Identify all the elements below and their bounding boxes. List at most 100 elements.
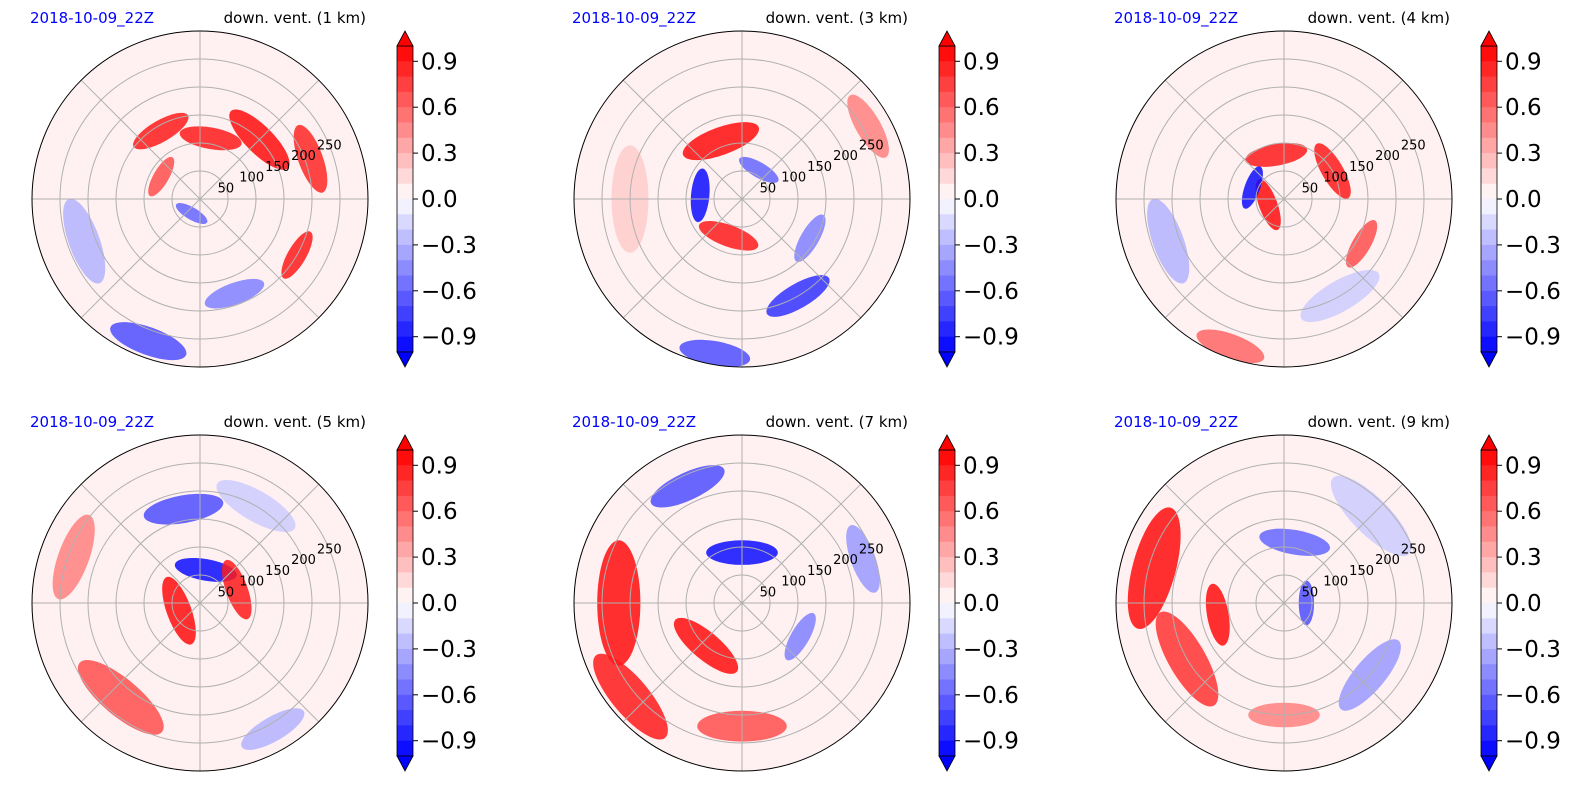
colorbar-segment	[1481, 321, 1497, 338]
colorbar-segment	[939, 511, 955, 527]
colorbar-segment	[397, 153, 413, 169]
colorbar-segment	[939, 465, 955, 481]
colorbar-segment	[939, 618, 955, 634]
angular-grid-line	[199, 198, 320, 319]
colorbar-segment	[1481, 633, 1497, 650]
colorbar-tick-label: −0.6	[963, 683, 1019, 709]
panel-title: down. vent. (5 km)	[224, 413, 366, 431]
angular-grid-line	[1283, 198, 1404, 319]
colorbar-segment	[1481, 541, 1497, 558]
colorbar-segment	[1481, 76, 1497, 93]
colorbar-tick-label: 0.3	[421, 141, 458, 167]
angular-grid-line	[622, 198, 743, 319]
colorbar-segment	[397, 648, 413, 665]
colorbar-tick-label: 0.9	[421, 49, 458, 75]
data-feature	[1345, 220, 1378, 268]
colorbar-segment	[397, 725, 413, 742]
data-feature	[1245, 142, 1308, 167]
colorbar-segment	[397, 229, 413, 246]
colorbar-segment	[397, 495, 413, 512]
colorbar-extend-bottom	[938, 351, 956, 368]
polar-panel-2: 2018-10-09_22Z down. vent. (3 km) 50 100150…	[572, 9, 1019, 368]
colorbar-segment	[939, 275, 955, 292]
data-feature	[1196, 329, 1265, 364]
colorbar-tick-label: −0.3	[963, 637, 1019, 663]
colorbar-segment	[939, 557, 955, 573]
colorbar-segment	[397, 710, 413, 726]
colorbar-segment	[939, 76, 955, 93]
colorbar-extend-top	[938, 434, 956, 451]
data-feature	[698, 221, 759, 251]
colorbar-segment	[939, 740, 955, 757]
colorbar-extend-bottom	[396, 755, 414, 772]
colorbar-segment	[1481, 61, 1497, 77]
colorbar-segment	[1481, 603, 1497, 619]
colorbar-segment	[1481, 260, 1497, 276]
colorbar-segment	[939, 306, 955, 322]
angular-grid-line	[1164, 79, 1285, 200]
colorbar-extend-top	[1480, 434, 1498, 451]
data-feature	[204, 278, 265, 309]
radial-tick-label: 150	[265, 160, 290, 175]
colorbar-segment	[939, 633, 955, 650]
colorbar-tick-label: 0.9	[1505, 49, 1542, 75]
data-feature	[1205, 583, 1230, 646]
colorbar-tick-label: 0.3	[963, 141, 1000, 167]
colorbar-segment	[397, 244, 413, 261]
data-feature	[77, 660, 164, 735]
colorbar-segment	[1481, 229, 1497, 246]
colorbar-tick-label: 0.3	[1505, 141, 1542, 167]
radial-tick-label: 200	[291, 553, 316, 568]
colorbar-segment	[1481, 46, 1497, 62]
angular-grid-line	[199, 602, 320, 723]
colorbar-extend-top	[396, 30, 414, 47]
angular-grid-line	[80, 79, 201, 200]
colorbar: 0.9 0.6 0.3 0.0 −0.3 −0.6 −0.9	[1480, 434, 1561, 772]
data-feature	[110, 322, 187, 361]
angular-grid-line	[199, 483, 320, 604]
angular-grid-line	[1283, 79, 1404, 200]
colorbar-segment	[1481, 183, 1497, 200]
colorbar-extend-top	[396, 434, 414, 451]
colorbar-tick-label: 0.0	[1505, 187, 1542, 213]
colorbar-tick-label: −0.3	[421, 233, 477, 259]
colorbar-segment	[939, 679, 955, 696]
angular-grid-line	[80, 198, 201, 319]
colorbar-tick-label: 0.0	[421, 187, 458, 213]
colorbar-segment	[1481, 450, 1497, 466]
radial-tick-label: 250	[859, 138, 884, 153]
data-feature	[794, 214, 826, 262]
colorbar-segment	[939, 336, 955, 353]
colorbar-segment	[1481, 153, 1497, 169]
colorbar-tick-label: 0.0	[1505, 591, 1542, 617]
colorbar-segment	[1481, 710, 1497, 726]
radial-tick-label: 150	[265, 564, 290, 579]
polar-frame	[573, 434, 911, 772]
colorbar-segment	[397, 572, 413, 589]
colorbar-tick-label: 0.6	[1505, 95, 1542, 121]
radial-tick-label: 200	[1375, 149, 1400, 164]
colorbar-segment	[1481, 648, 1497, 665]
data-feature	[784, 612, 816, 661]
colorbar-segment	[1481, 465, 1497, 481]
angular-grid-line	[741, 198, 862, 319]
radial-tick-label: 100	[1323, 171, 1348, 186]
colorbar-segment	[397, 260, 413, 276]
colorbar-segment	[939, 122, 955, 139]
colorbar-segment	[397, 336, 413, 353]
colorbar-segment	[397, 664, 413, 680]
colorbar-segment	[1481, 725, 1497, 742]
panel-date-label: 2018-10-09_22Z	[572, 9, 696, 28]
colorbar-tick-label: −0.6	[421, 683, 477, 709]
colorbar-segment	[397, 679, 413, 696]
colorbar-segment	[939, 107, 955, 123]
data-feature	[241, 708, 305, 750]
colorbar-tick-label: −0.9	[421, 325, 477, 351]
radial-tick-label: 100	[781, 575, 806, 590]
colorbar-segment	[397, 511, 413, 527]
colorbar-segment	[939, 183, 955, 200]
colorbar-tick-label: 0.9	[963, 49, 1000, 75]
data-feature	[650, 465, 725, 508]
colorbar-tick-label: −0.6	[1505, 683, 1561, 709]
